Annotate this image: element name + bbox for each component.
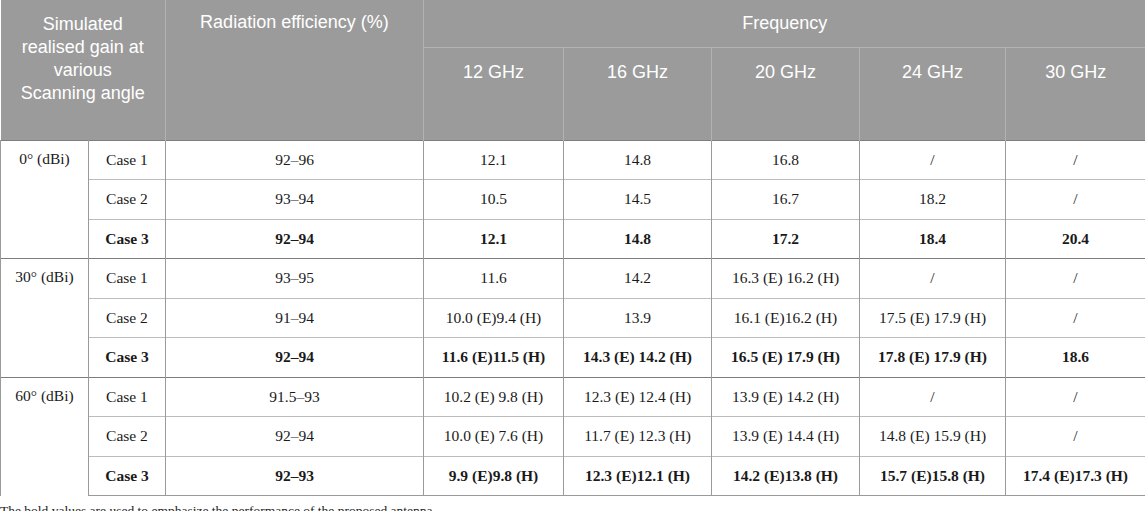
gain-value-cell: 20.4 bbox=[1006, 219, 1145, 259]
table-row: Case 392–9411.6 (E)11.5 (H)14.3 (E) 14.2… bbox=[1, 338, 1145, 378]
header-freq-16ghz: 16 GHz bbox=[564, 47, 712, 140]
gain-value-cell: 15.7 (E)15.8 (H) bbox=[860, 456, 1006, 496]
gain-value-cell: 17.5 (E) 17.9 (H) bbox=[860, 298, 1006, 338]
gain-value-cell: 16.7 bbox=[712, 180, 860, 220]
radiation-efficiency-cell: 93–94 bbox=[166, 180, 424, 220]
header-freq-24ghz: 24 GHz bbox=[860, 47, 1006, 140]
gain-value-cell: 17.8 (E) 17.9 (H) bbox=[860, 338, 1006, 378]
gain-value-cell: / bbox=[860, 377, 1006, 417]
gain-value-cell: 9.9 (E)9.8 (H) bbox=[424, 456, 564, 496]
gain-value-cell: 14.3 (E) 14.2 (H) bbox=[564, 338, 712, 378]
radiation-efficiency-cell: 91–94 bbox=[166, 298, 424, 338]
gain-value-cell: / bbox=[1006, 377, 1145, 417]
gain-value-cell: 13.9 (E) 14.2 (H) bbox=[712, 377, 860, 417]
gain-value-cell: 12.3 (E)12.1 (H) bbox=[564, 456, 712, 496]
table-row: 0° (dBi)Case 192–9612.114.816.8// bbox=[1, 140, 1145, 180]
case-label-cell: Case 3 bbox=[89, 219, 166, 259]
gain-value-cell: 11.6 (E)11.5 (H) bbox=[424, 338, 564, 378]
case-label-cell: Case 2 bbox=[89, 417, 166, 457]
gain-value-cell: 16.1 (E)16.2 (H) bbox=[712, 298, 860, 338]
header-row-1: Simulated realised gain at various Scann… bbox=[1, 0, 1145, 47]
table-row: Case 291–9410.0 (E)9.4 (H)13.916.1 (E)16… bbox=[1, 298, 1145, 338]
radiation-efficiency-cell: 92–93 bbox=[166, 456, 424, 496]
gain-value-cell: 14.2 (E)13.8 (H) bbox=[712, 456, 860, 496]
gain-value-cell: 10.0 (E)9.4 (H) bbox=[424, 298, 564, 338]
gain-value-cell: / bbox=[1006, 417, 1145, 457]
table-footnote: The bold values are used to emphasize th… bbox=[0, 503, 1145, 511]
gain-value-cell: 16.8 bbox=[712, 140, 860, 180]
header-freq-20ghz: 20 GHz bbox=[712, 47, 860, 140]
gain-value-cell: 18.2 bbox=[860, 180, 1006, 220]
gain-value-cell: / bbox=[1006, 140, 1145, 180]
gain-value-cell: / bbox=[1006, 298, 1145, 338]
header-freq-30ghz: 30 GHz bbox=[1006, 47, 1145, 140]
scan-angle-cell: 0° (dBi) bbox=[1, 140, 89, 259]
gain-value-cell: 12.1 bbox=[424, 140, 564, 180]
scan-angle-cell: 30° (dBi) bbox=[1, 259, 89, 378]
case-label-cell: Case 3 bbox=[89, 338, 166, 378]
table-row: 30° (dBi)Case 193–9511.614.216.3 (E) 16.… bbox=[1, 259, 1145, 299]
radiation-efficiency-cell: 93–95 bbox=[166, 259, 424, 299]
header-radiation-efficiency: Radiation efficiency (%) bbox=[166, 0, 424, 140]
gain-value-cell: 13.9 (E) 14.4 (H) bbox=[712, 417, 860, 457]
case-label-cell: Case 1 bbox=[89, 259, 166, 299]
gain-value-cell: 18.6 bbox=[1006, 338, 1145, 378]
case-label-cell: Case 2 bbox=[89, 298, 166, 338]
gain-value-cell: 17.2 bbox=[712, 219, 860, 259]
header-scan-angle: Simulated realised gain at various Scann… bbox=[1, 0, 166, 140]
gain-value-cell: 14.8 (E) 15.9 (H) bbox=[860, 417, 1006, 457]
gain-value-cell: 16.5 (E) 17.9 (H) bbox=[712, 338, 860, 378]
radiation-efficiency-cell: 92–94 bbox=[166, 338, 424, 378]
case-label-cell: Case 2 bbox=[89, 180, 166, 220]
gain-value-cell: 14.8 bbox=[564, 140, 712, 180]
gain-value-cell: 10.2 (E) 9.8 (H) bbox=[424, 377, 564, 417]
gain-value-cell: 11.6 bbox=[424, 259, 564, 299]
header-frequency-group: Frequency bbox=[424, 0, 1145, 47]
radiation-efficiency-cell: 91.5–93 bbox=[166, 377, 424, 417]
gain-value-cell: 14.2 bbox=[564, 259, 712, 299]
gain-value-cell: 17.4 (E)17.3 (H) bbox=[1006, 456, 1145, 496]
scan-angle-cell: 60° (dBi) bbox=[1, 377, 89, 496]
header-scan-angle-label: Simulated realised gain at various Scann… bbox=[18, 13, 148, 105]
radiation-efficiency-cell: 92–94 bbox=[166, 417, 424, 457]
gain-value-cell: 11.7 (E) 12.3 (H) bbox=[564, 417, 712, 457]
header-freq-12ghz: 12 GHz bbox=[424, 47, 564, 140]
table-body: 0° (dBi)Case 192–9612.114.816.8//Case 29… bbox=[1, 140, 1145, 496]
gain-value-cell: 14.8 bbox=[564, 219, 712, 259]
gain-value-cell: 18.4 bbox=[860, 219, 1006, 259]
gain-value-cell: 12.3 (E) 12.4 (H) bbox=[564, 377, 712, 417]
gain-value-cell: 13.9 bbox=[564, 298, 712, 338]
gain-value-cell: / bbox=[1006, 180, 1145, 220]
gain-value-cell: 12.1 bbox=[424, 219, 564, 259]
gain-value-cell: / bbox=[1006, 259, 1145, 299]
gain-table: Simulated realised gain at various Scann… bbox=[0, 0, 1145, 496]
table-row: Case 392–9412.114.817.218.420.4 bbox=[1, 219, 1145, 259]
case-label-cell: Case 1 bbox=[89, 377, 166, 417]
gain-value-cell: / bbox=[860, 259, 1006, 299]
radiation-efficiency-cell: 92–96 bbox=[166, 140, 424, 180]
table-row: Case 293–9410.514.516.718.2/ bbox=[1, 180, 1145, 220]
gain-value-cell: / bbox=[860, 140, 1006, 180]
gain-value-cell: 10.5 bbox=[424, 180, 564, 220]
table-row: Case 292–9410.0 (E) 7.6 (H)11.7 (E) 12.3… bbox=[1, 417, 1145, 457]
gain-value-cell: 14.5 bbox=[564, 180, 712, 220]
table-row: Case 392–939.9 (E)9.8 (H)12.3 (E)12.1 (H… bbox=[1, 456, 1145, 496]
gain-value-cell: 16.3 (E) 16.2 (H) bbox=[712, 259, 860, 299]
table-row: 60° (dBi)Case 191.5–9310.2 (E) 9.8 (H)12… bbox=[1, 377, 1145, 417]
page: Simulated realised gain at various Scann… bbox=[0, 0, 1145, 511]
case-label-cell: Case 3 bbox=[89, 456, 166, 496]
radiation-efficiency-cell: 92–94 bbox=[166, 219, 424, 259]
case-label-cell: Case 1 bbox=[89, 140, 166, 180]
gain-value-cell: 10.0 (E) 7.6 (H) bbox=[424, 417, 564, 457]
table-header: Simulated realised gain at various Scann… bbox=[1, 0, 1145, 140]
